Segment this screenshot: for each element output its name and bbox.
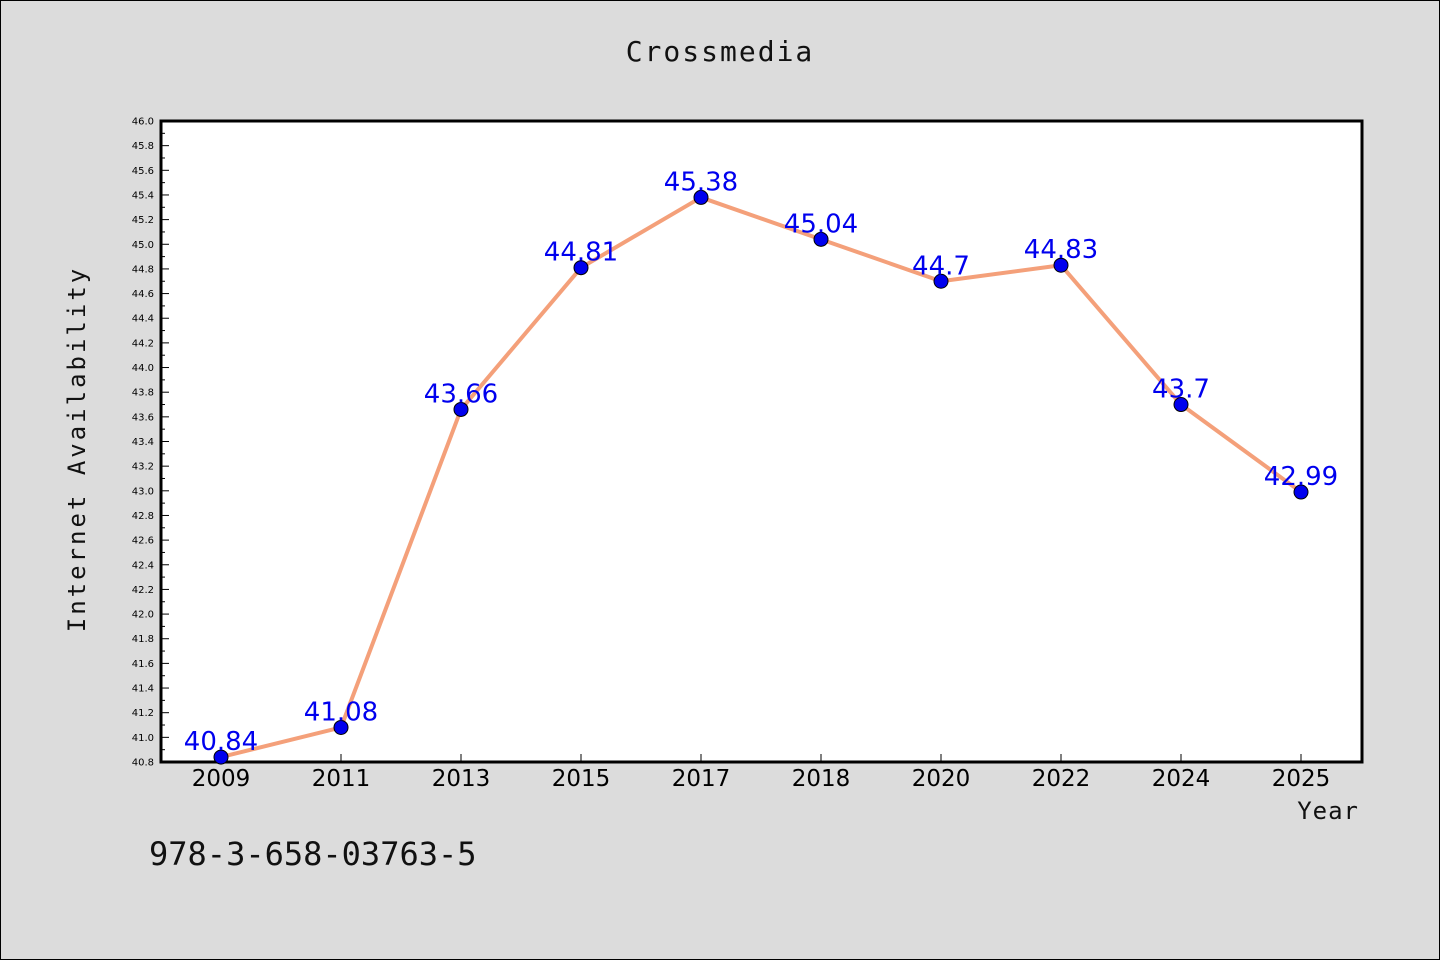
data-point: [693, 189, 709, 205]
x-tick-label: 2015: [552, 766, 611, 792]
x-tick-label: 2022: [1032, 766, 1091, 792]
x-axis: 2009 2011 2013 2015 2017 2018 2020 2022 2024 2025: [192, 754, 1331, 792]
y-tick-label: 42.8: [132, 511, 154, 522]
y-tick-label: 43.8: [132, 388, 154, 399]
y-tick-label: 43.2: [132, 462, 154, 473]
data-label: 41.08: [304, 697, 378, 727]
x-tick-label: 2020: [912, 766, 971, 792]
data-label: 43.7: [1152, 375, 1210, 405]
y-tick-label: 44.0: [132, 363, 154, 374]
data-point: [813, 231, 829, 247]
y-tick-label: 45.6: [132, 166, 154, 177]
x-tick-label: 2009: [192, 766, 251, 792]
y-tick-label: 42.0: [132, 610, 154, 621]
data-point: [1053, 257, 1069, 273]
data-label: 44.7: [912, 251, 970, 281]
x-tick-label: 2025: [1272, 766, 1331, 792]
data-point: [1293, 484, 1309, 500]
data-label: 45.38: [664, 167, 738, 197]
data-label: 44.81: [544, 238, 618, 268]
x-tick-label: 2013: [432, 766, 491, 792]
y-tick-label: 46.0: [132, 117, 154, 128]
data-label: 44.83: [1024, 235, 1098, 265]
x-tick-label: 2017: [672, 766, 731, 792]
x-tick-label: 2024: [1152, 766, 1211, 792]
data-point: [333, 719, 349, 735]
y-tick-label: 42.2: [132, 585, 154, 596]
y-tick-label: 45.8: [132, 141, 154, 152]
y-tick-label: 41.6: [132, 659, 154, 670]
plot-area: [159, 119, 1364, 764]
data-series: 40.84 41.08 43.66 44.81 45.38 45.04 44.7 44.83 4…: [184, 167, 1338, 765]
y-tick-label: 43.6: [132, 412, 154, 423]
data-point: [1173, 397, 1189, 413]
data-label: 45.04: [784, 209, 858, 239]
x-axis-label: Year: [1297, 797, 1359, 825]
data-label: 40.84: [184, 727, 258, 757]
data-label: 42.99: [1264, 462, 1338, 492]
y-tick-label: 41.4: [132, 684, 154, 695]
data-point: [453, 401, 469, 417]
y-tick-label: 41.0: [132, 733, 154, 744]
chart-title: Crossmedia: [625, 35, 815, 68]
y-tick-label: 41.8: [132, 634, 154, 645]
y-tick-label: 44.8: [132, 264, 154, 275]
y-tick-label: 41.2: [132, 708, 154, 719]
y-tick-label: 44.6: [132, 289, 154, 300]
x-tick-label: 2011: [312, 766, 371, 792]
y-tick-label: 44.4: [132, 314, 154, 325]
y-tick-label: 42.4: [132, 560, 154, 571]
y-tick-label: 40.8: [132, 758, 154, 769]
data-label: 43.66: [424, 379, 498, 409]
series-line: [220, 195, 1303, 760]
y-tick-label: 44.2: [132, 338, 154, 349]
x-tick-label: 2018: [792, 766, 851, 792]
y-tick-label: 43.0: [132, 486, 154, 497]
y-tick-label: 45.4: [132, 190, 154, 201]
y-tick-label: 45.0: [132, 240, 154, 251]
isbn-text: 978-3-658-03763-5: [149, 835, 477, 873]
data-point: [933, 273, 949, 289]
y-tick-label: 45.2: [132, 215, 154, 226]
data-point: [213, 749, 229, 765]
y-tick-label: 43.4: [132, 437, 154, 448]
data-point: [573, 260, 589, 276]
y-axis: 40.8 41.0 41.2 41.4 41.6 41.8 42.0 42.2 42.4 42.6…: [132, 117, 169, 769]
y-tick-label: 42.6: [132, 536, 154, 547]
